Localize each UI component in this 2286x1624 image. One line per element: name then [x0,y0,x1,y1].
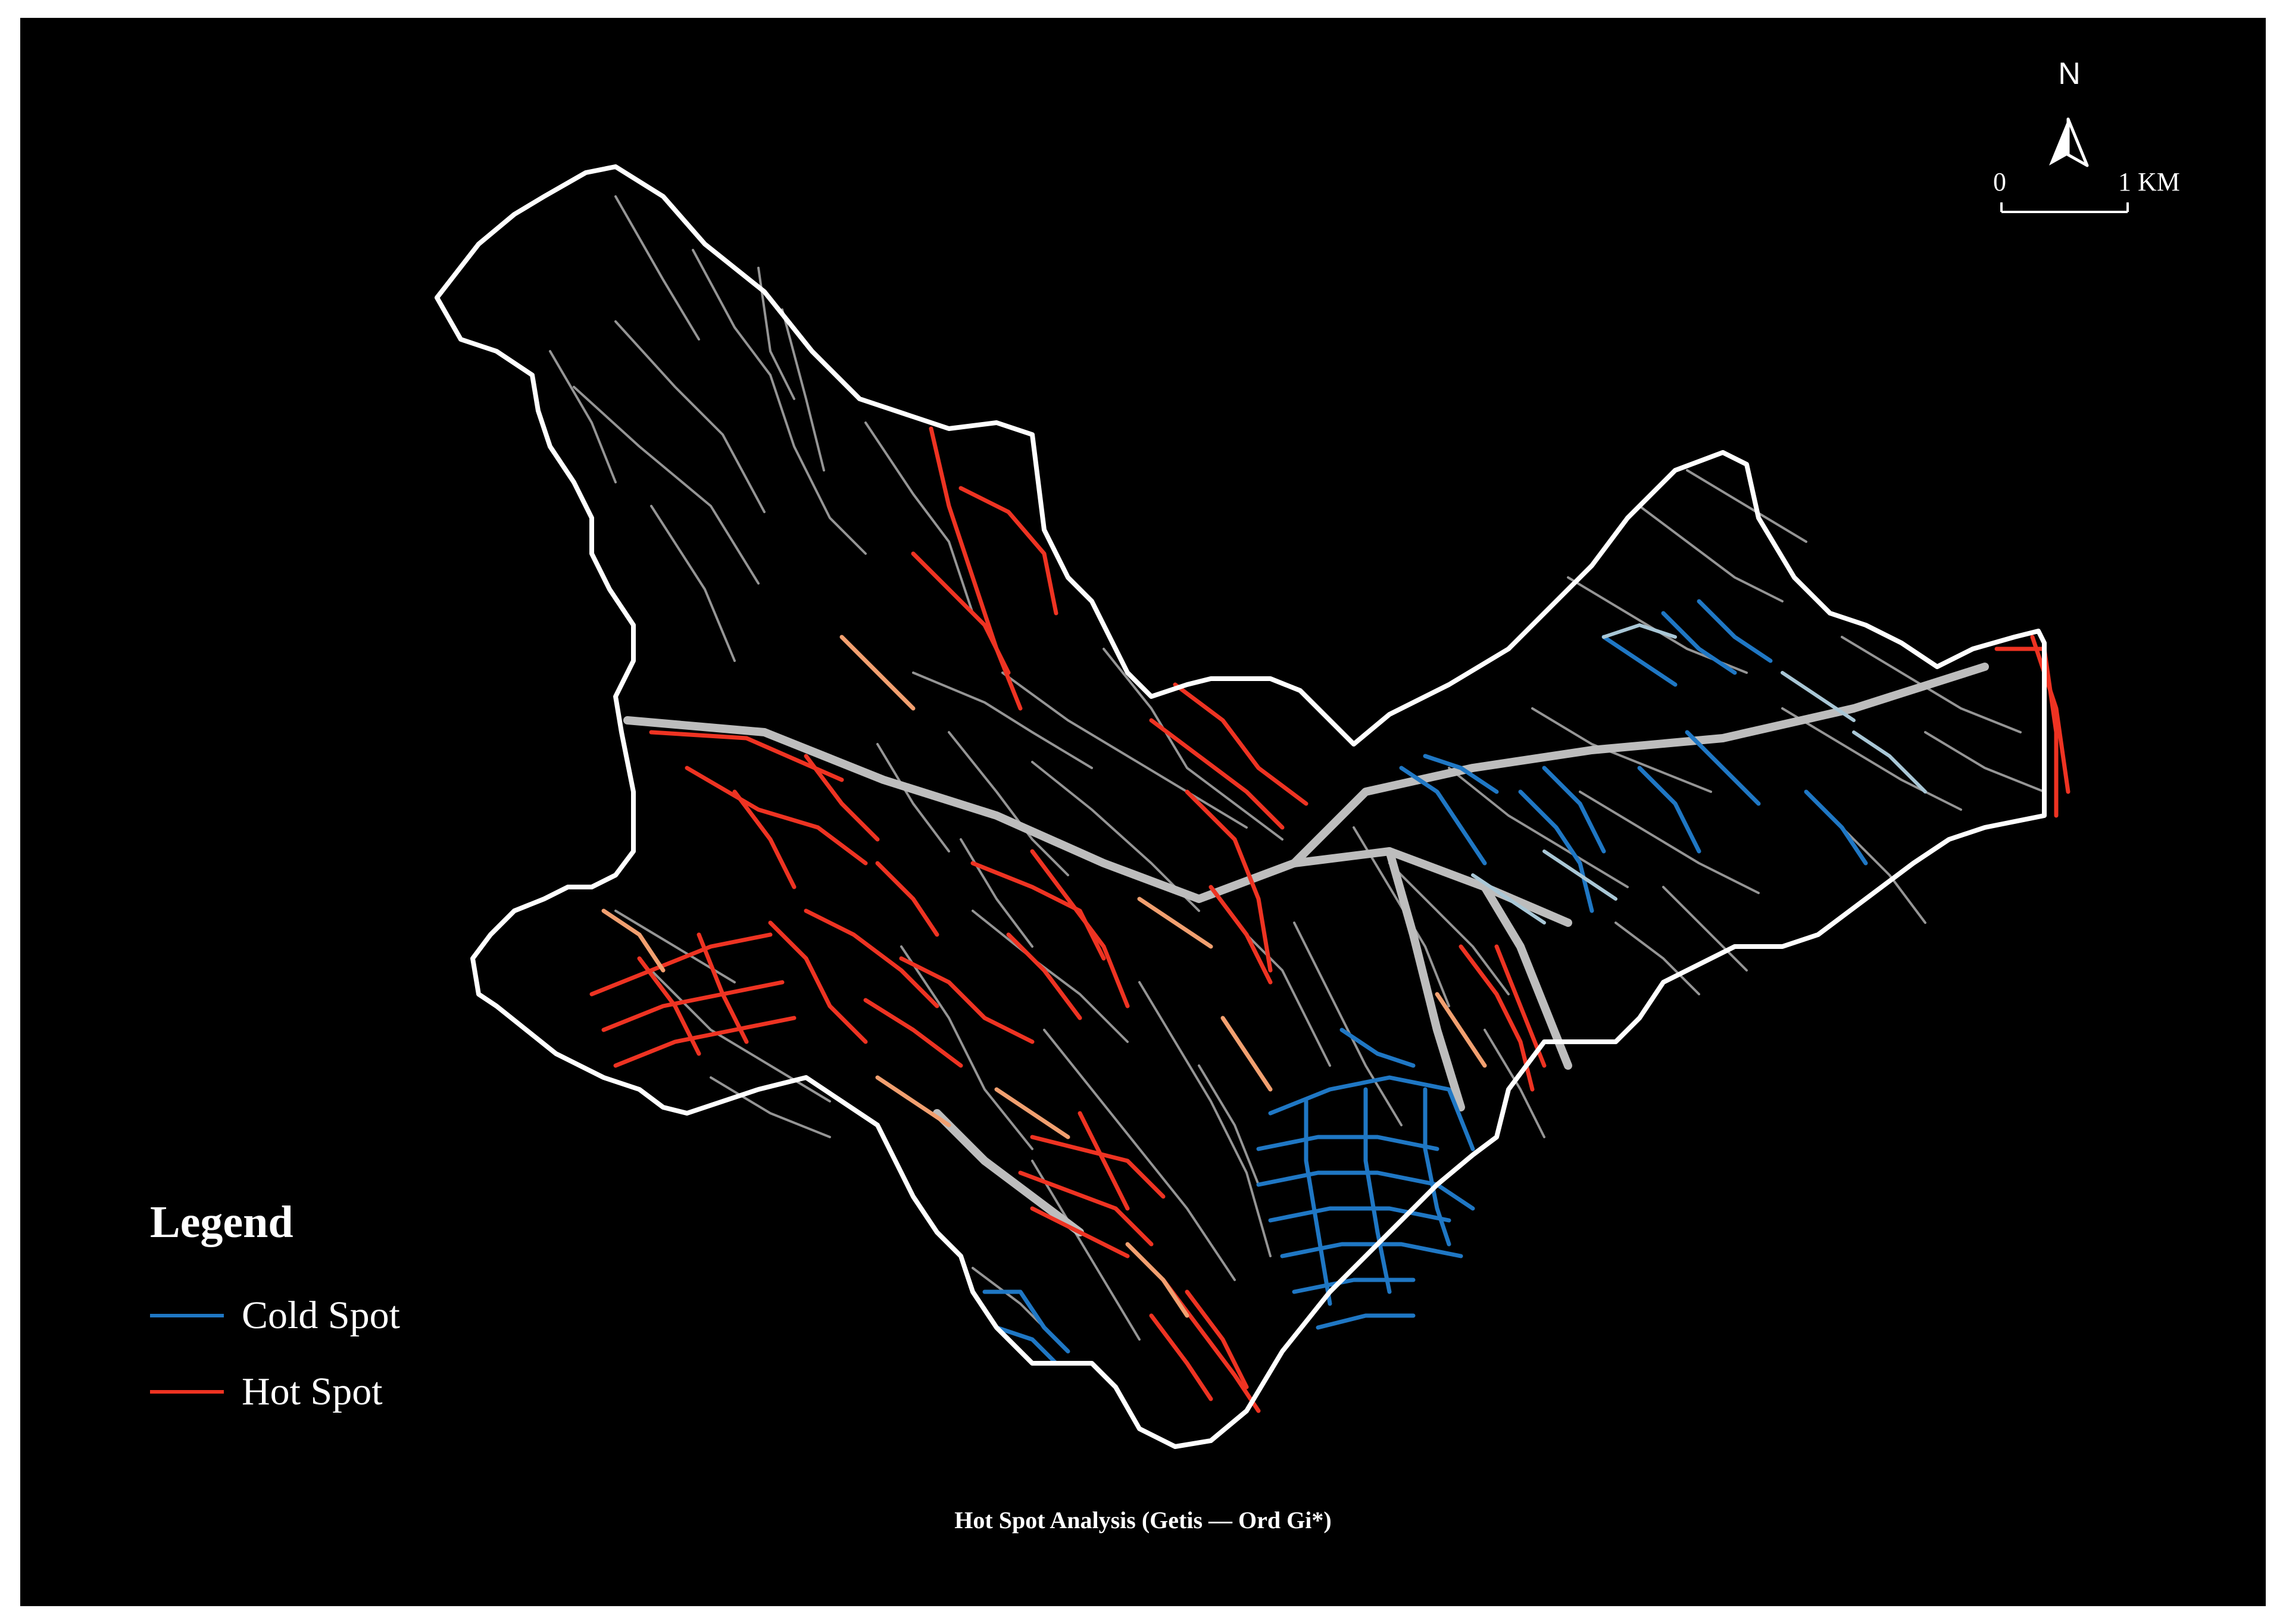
map-canvas [435,117,2129,1449]
map-caption: Hot Spot Analysis (Getis — Ord Gi*) [954,1507,1332,1534]
legend-label-cold-spot: Cold Spot [242,1294,400,1337]
north-arrow-label: N [2058,57,2081,91]
warm-streets [601,635,1487,1318]
study-area-boundary [435,164,2047,1449]
legend-item-hot-spot: Hot Spot [150,1368,383,1416]
scale-bar-start-label: 0 [1993,167,2006,196]
legend-swatch-cold-spot [150,1314,224,1317]
legend-label-hot-spot: Hot Spot [242,1370,383,1413]
north-arrow [2049,117,2089,167]
legend-item-cold-spot: Cold Spot [150,1292,400,1339]
highways [623,663,1989,1236]
legend-swatch-hot-spot [150,1390,224,1394]
cool-streets [1471,623,1927,925]
legend-title: Legend [150,1197,293,1247]
road-network [549,195,2045,1341]
hot-spot-streets [589,426,2070,1413]
map-frame: N 0 1 KM Legend Cold Spot Hot Spot Hot S… [20,18,2266,1606]
scale-bar [2000,202,2129,213]
cold-spot-streets [982,599,1868,1366]
scale-bar-end-label: 1 KM [2118,167,2180,196]
